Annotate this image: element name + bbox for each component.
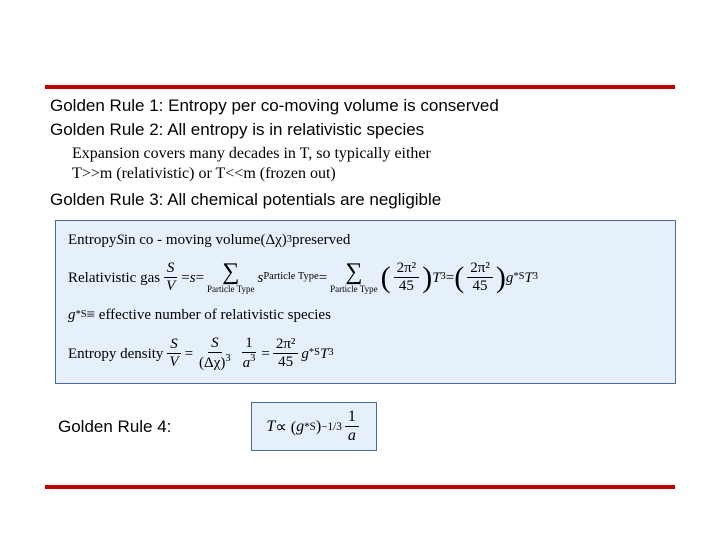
eq-numerator: 2π²	[394, 261, 420, 278]
eq-symbol-T: T	[266, 418, 275, 436]
eq-fraction: S V	[166, 337, 181, 370]
eq-equals: =	[261, 345, 269, 363]
entropy-equations-box: Entropy S in co - moving volume (Δχ)3 pr…	[55, 220, 676, 384]
eq-paren-fraction: ( 2π² 45 )	[381, 261, 433, 294]
golden-rule-2: Golden Rule 2: All entropy is in relativ…	[50, 120, 670, 140]
eq-fraction: 1 a	[345, 409, 359, 444]
eq-label: Relativistic gas	[68, 269, 160, 287]
eq-denominator: a	[345, 427, 359, 444]
eq-symbol-T: T	[432, 269, 440, 287]
eq-sum-sub: Particle Type	[330, 285, 377, 293]
eq-row-g-star-def: g*S ≡ effective number of relativistic s…	[68, 306, 663, 324]
eq-subscript: *S	[76, 309, 87, 322]
eq-exponent: 3	[225, 353, 230, 364]
eq-denominator: 45	[470, 278, 491, 294]
eq-symbol-a: a	[243, 355, 251, 371]
eq-paren-fraction: ( 2π² 45 )	[454, 261, 506, 294]
eq-fraction: S (Δχ)3	[196, 336, 234, 371]
eq-text: in co - moving volume	[124, 231, 261, 249]
eq-symbol-g: g	[296, 418, 304, 436]
eq-row-relativistic-gas: Relativistic gas S V = s = ∑ Particle Ty…	[68, 261, 663, 294]
eq-symbol-g: g	[68, 306, 76, 324]
eq-numerator: 1	[345, 409, 359, 427]
eq-proportional: ∝ (	[275, 417, 296, 437]
eq-denominator: (Δχ)3	[196, 353, 234, 371]
eq-row-entropy-preserved: Entropy S in co - moving volume (Δχ)3 pr…	[68, 231, 663, 249]
eq-text: preserved	[292, 231, 350, 249]
eq-sum: ∑ Particle Type	[330, 262, 377, 293]
eq-symbol-g: g	[506, 269, 514, 287]
eq-numerator: 2π²	[273, 337, 299, 354]
eq-denominator: 45	[396, 278, 417, 294]
golden-rule-3: Golden Rule 3: All chemical potentials a…	[50, 190, 670, 210]
eq-equals: =	[196, 269, 204, 287]
eq-numerator: S	[167, 337, 181, 354]
eq-subscript: *S	[304, 421, 316, 433]
eq-equals: =	[185, 345, 193, 363]
eq-symbol-T: T	[524, 269, 532, 287]
eq-fraction: 1 a3	[240, 336, 259, 371]
eq-exponent: 3	[328, 347, 333, 360]
eq-numerator: S	[208, 336, 222, 353]
eq-numerator: 2π²	[467, 261, 493, 278]
eq-fraction: S V	[163, 261, 178, 294]
top-rule-bar	[45, 85, 675, 89]
eq-numerator: 1	[242, 336, 256, 353]
expansion-note: Expansion covers many decades in T, so t…	[72, 144, 670, 184]
eq-symbol-S: S	[116, 231, 124, 249]
eq-equals: =	[181, 269, 189, 287]
eq-sum-sub: Particle Type	[207, 285, 254, 293]
eq-sum: ∑ Particle Type	[207, 262, 254, 293]
golden-rule-4-row: Golden Rule 4: T ∝ (g*S)−1/3 1 a	[58, 402, 670, 451]
eq-exponent: 3	[533, 271, 538, 284]
eq-denominator: 45	[275, 354, 296, 370]
eq-denominator: V	[166, 354, 181, 370]
eq-subscript: *S	[513, 271, 524, 284]
eq-exponent: 3	[250, 353, 255, 364]
expansion-line-1: Expansion covers many decades in T, so t…	[72, 145, 431, 162]
eq-text: ≡ effective number of relativistic speci…	[87, 306, 331, 324]
eq-row-entropy-density: Entropy density S V = S (Δχ)3 1 a3 = 2π²…	[68, 336, 663, 371]
eq-denominator: V	[163, 278, 178, 294]
eq-subscript: Particle Type	[263, 271, 318, 284]
eq-text: Entropy	[68, 231, 116, 249]
eq-denominator: a3	[240, 353, 259, 371]
eq-label: Entropy density	[68, 345, 163, 363]
eq-delta-chi: (Δχ)	[260, 231, 286, 249]
eq-fraction: 2π² 45	[273, 337, 299, 370]
golden-rule-1: Golden Rule 1: Entropy per co-moving vol…	[50, 96, 670, 116]
eq-symbol-g: g	[301, 345, 309, 363]
eq-equals: =	[446, 269, 454, 287]
eq-symbol-T: T	[320, 345, 328, 363]
eq-subscript: *S	[309, 347, 320, 360]
eq-equals: =	[319, 269, 327, 287]
golden-rule-4-equation-box: T ∝ (g*S)−1/3 1 a	[251, 402, 376, 451]
eq-numerator: S	[164, 261, 178, 278]
bottom-rule-bar	[45, 485, 675, 489]
expansion-line-2: T>>m (relativistic) or T<<m (frozen out)	[72, 165, 336, 182]
golden-rule-4-label: Golden Rule 4:	[58, 417, 171, 437]
eq-exponent: −1/3	[321, 421, 342, 433]
slide-content: Golden Rule 1: Entropy per co-moving vol…	[50, 96, 670, 451]
eq-text: (Δχ)	[199, 355, 225, 371]
